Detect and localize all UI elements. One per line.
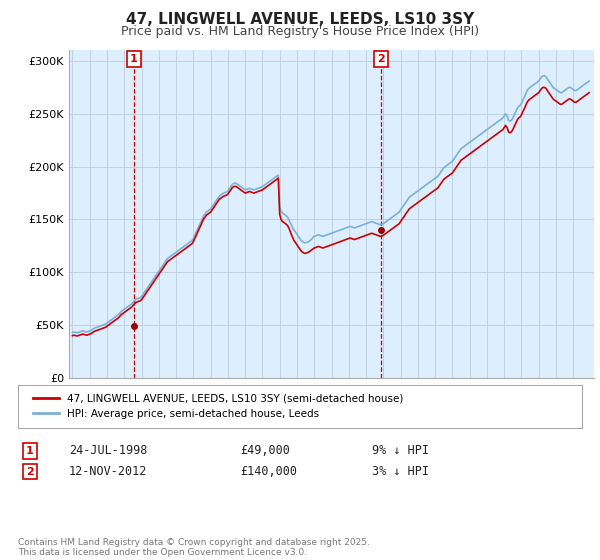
Text: Price paid vs. HM Land Registry's House Price Index (HPI): Price paid vs. HM Land Registry's House … bbox=[121, 25, 479, 38]
Text: 47, LINGWELL AVENUE, LEEDS, LS10 3SY: 47, LINGWELL AVENUE, LEEDS, LS10 3SY bbox=[126, 12, 474, 27]
Text: £49,000: £49,000 bbox=[240, 444, 290, 458]
Text: 1: 1 bbox=[130, 54, 138, 64]
Text: 12-NOV-2012: 12-NOV-2012 bbox=[69, 465, 148, 478]
Text: 2: 2 bbox=[26, 466, 34, 477]
Text: £140,000: £140,000 bbox=[240, 465, 297, 478]
Text: 1: 1 bbox=[26, 446, 34, 456]
Text: 3% ↓ HPI: 3% ↓ HPI bbox=[372, 465, 429, 478]
Text: 24-JUL-1998: 24-JUL-1998 bbox=[69, 444, 148, 458]
Text: 9% ↓ HPI: 9% ↓ HPI bbox=[372, 444, 429, 458]
Text: Contains HM Land Registry data © Crown copyright and database right 2025.
This d: Contains HM Land Registry data © Crown c… bbox=[18, 538, 370, 557]
Text: 2: 2 bbox=[377, 54, 385, 64]
Legend: 47, LINGWELL AVENUE, LEEDS, LS10 3SY (semi-detached house), HPI: Average price, : 47, LINGWELL AVENUE, LEEDS, LS10 3SY (se… bbox=[29, 390, 408, 423]
